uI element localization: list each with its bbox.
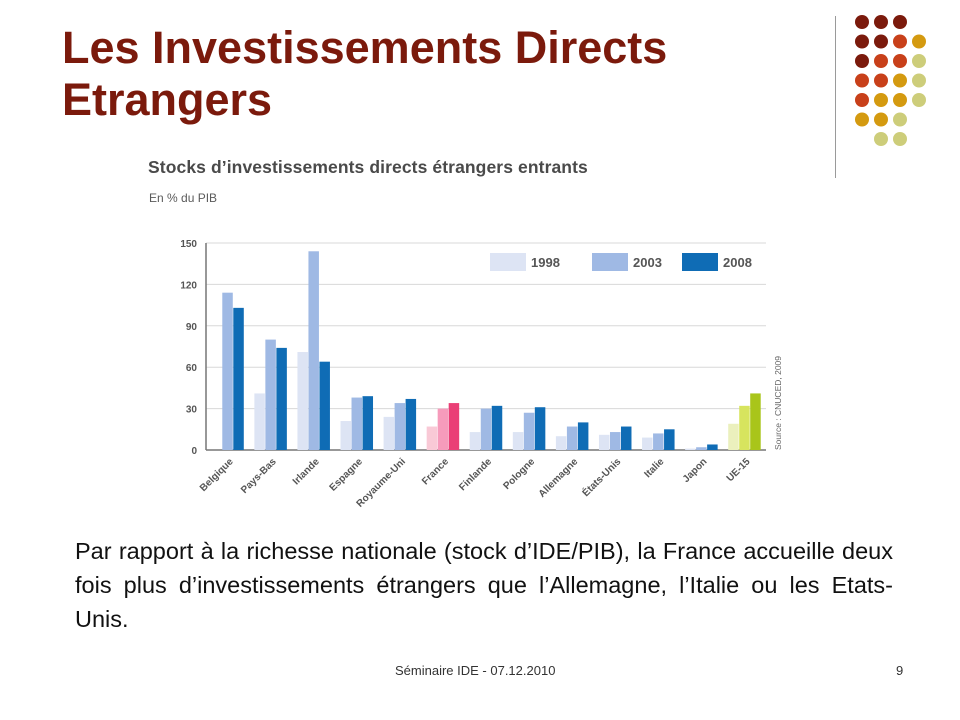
bar: [222, 292, 233, 450]
slide-footer: Séminaire IDE - 07.12.2010: [395, 663, 556, 678]
page-number: 9: [896, 663, 904, 678]
bar: [696, 447, 707, 450]
y-tick-label: 30: [186, 405, 198, 416]
x-tick-label: Finlande: [457, 456, 494, 493]
bar: [620, 426, 632, 450]
decorative-dot: [855, 54, 869, 68]
legend-swatch: [682, 253, 718, 271]
bar: [405, 398, 417, 450]
decorative-dot: [893, 15, 907, 29]
decorative-dot: [893, 112, 907, 127]
bar: [598, 434, 610, 450]
decorative-dot: [893, 54, 907, 68]
y-tick-label: 0: [191, 446, 197, 457]
chart-subtitle: En % du PIB: [149, 191, 218, 205]
decorative-dot: [874, 34, 888, 49]
decorative-dot: [912, 54, 926, 68]
x-tick-label: UE-15: [725, 456, 753, 484]
bar: [469, 432, 481, 450]
bar: [566, 426, 578, 450]
bar: [426, 426, 438, 450]
decorative-dot: [912, 34, 926, 49]
y-tick-label: 60: [186, 363, 198, 374]
bar: [233, 307, 244, 450]
bar: [480, 408, 492, 450]
decorative-dot: [855, 73, 869, 88]
bar: [362, 396, 374, 450]
decorative-dot: [874, 93, 888, 107]
bar: [319, 361, 330, 450]
decorative-dot: [874, 132, 888, 146]
bar: [254, 393, 265, 450]
bar: [265, 339, 276, 450]
decorative-dot: [893, 34, 907, 49]
slide-caption: Par rapport à la richesse nationale (sto…: [75, 538, 893, 632]
x-tick-label: Pays-Bas: [239, 456, 279, 496]
decorative-dot: [912, 73, 926, 88]
bar: [276, 347, 287, 450]
x-tick-label: Pologne: [502, 456, 538, 492]
x-tick-label: Irlande: [291, 456, 322, 487]
x-tick-label: Belgique: [198, 456, 236, 494]
x-tick-label: Italie: [643, 456, 667, 480]
legend-label: 2003: [633, 255, 662, 270]
bar: [642, 437, 653, 450]
bar: [728, 423, 739, 450]
chart-title: Stocks d’investissements directs étrange…: [148, 157, 588, 177]
legend-swatch: [490, 253, 526, 271]
legend-swatch: [592, 253, 628, 271]
bar: [555, 436, 567, 450]
bar: [351, 397, 363, 450]
decorative-dots: [855, 15, 926, 146]
bar: [523, 412, 535, 450]
decorative-dot: [874, 54, 888, 68]
bar: [739, 405, 750, 450]
bar: [448, 403, 460, 450]
decorative-dot: [874, 15, 888, 29]
bar: [491, 405, 503, 450]
bar: [685, 448, 696, 450]
bar: [664, 429, 675, 450]
bar: [750, 393, 761, 450]
slide-title: Les Investissements Directs Etrangers: [62, 22, 668, 125]
bar: [394, 403, 406, 450]
bar: [609, 432, 621, 450]
x-tick-label: Japon: [681, 456, 710, 485]
chart-source: Source : CNUCED, 2009: [773, 356, 783, 450]
decorative-dot: [855, 34, 869, 49]
bar: [707, 444, 718, 450]
bar: [653, 433, 664, 450]
bar: [437, 408, 449, 450]
decorative-dot: [855, 112, 869, 127]
title-divider: [835, 16, 836, 178]
x-tick-label: Espagne: [328, 456, 366, 494]
bar: [297, 352, 308, 450]
bar: [308, 251, 319, 450]
bar: [340, 421, 352, 450]
decorative-dot: [855, 15, 869, 29]
legend-label: 1998: [531, 255, 560, 270]
decorative-dot: [855, 93, 869, 107]
decorative-dot: [893, 93, 907, 107]
decorative-dot: [874, 112, 888, 127]
bar-chart: 0 30 60 90 120 150 Belgique Pays-Bas Irlande Espa…: [180, 239, 783, 510]
decorative-dot: [893, 132, 907, 146]
y-tick-label: 150: [180, 239, 197, 250]
bar: [383, 416, 395, 450]
y-tick-label: 120: [180, 280, 197, 291]
decorative-dot: [893, 73, 907, 88]
x-tick-label: États-Unis: [579, 455, 623, 499]
decorative-dot: [874, 73, 888, 88]
x-tick-label: Allemagne: [537, 456, 581, 500]
bar: [512, 432, 524, 450]
x-tick-label: France: [420, 456, 451, 487]
bar: [577, 422, 589, 450]
bar: [534, 407, 546, 450]
legend-label: 2008: [723, 255, 752, 270]
decorative-dot: [912, 93, 926, 107]
y-tick-label: 90: [186, 322, 198, 333]
